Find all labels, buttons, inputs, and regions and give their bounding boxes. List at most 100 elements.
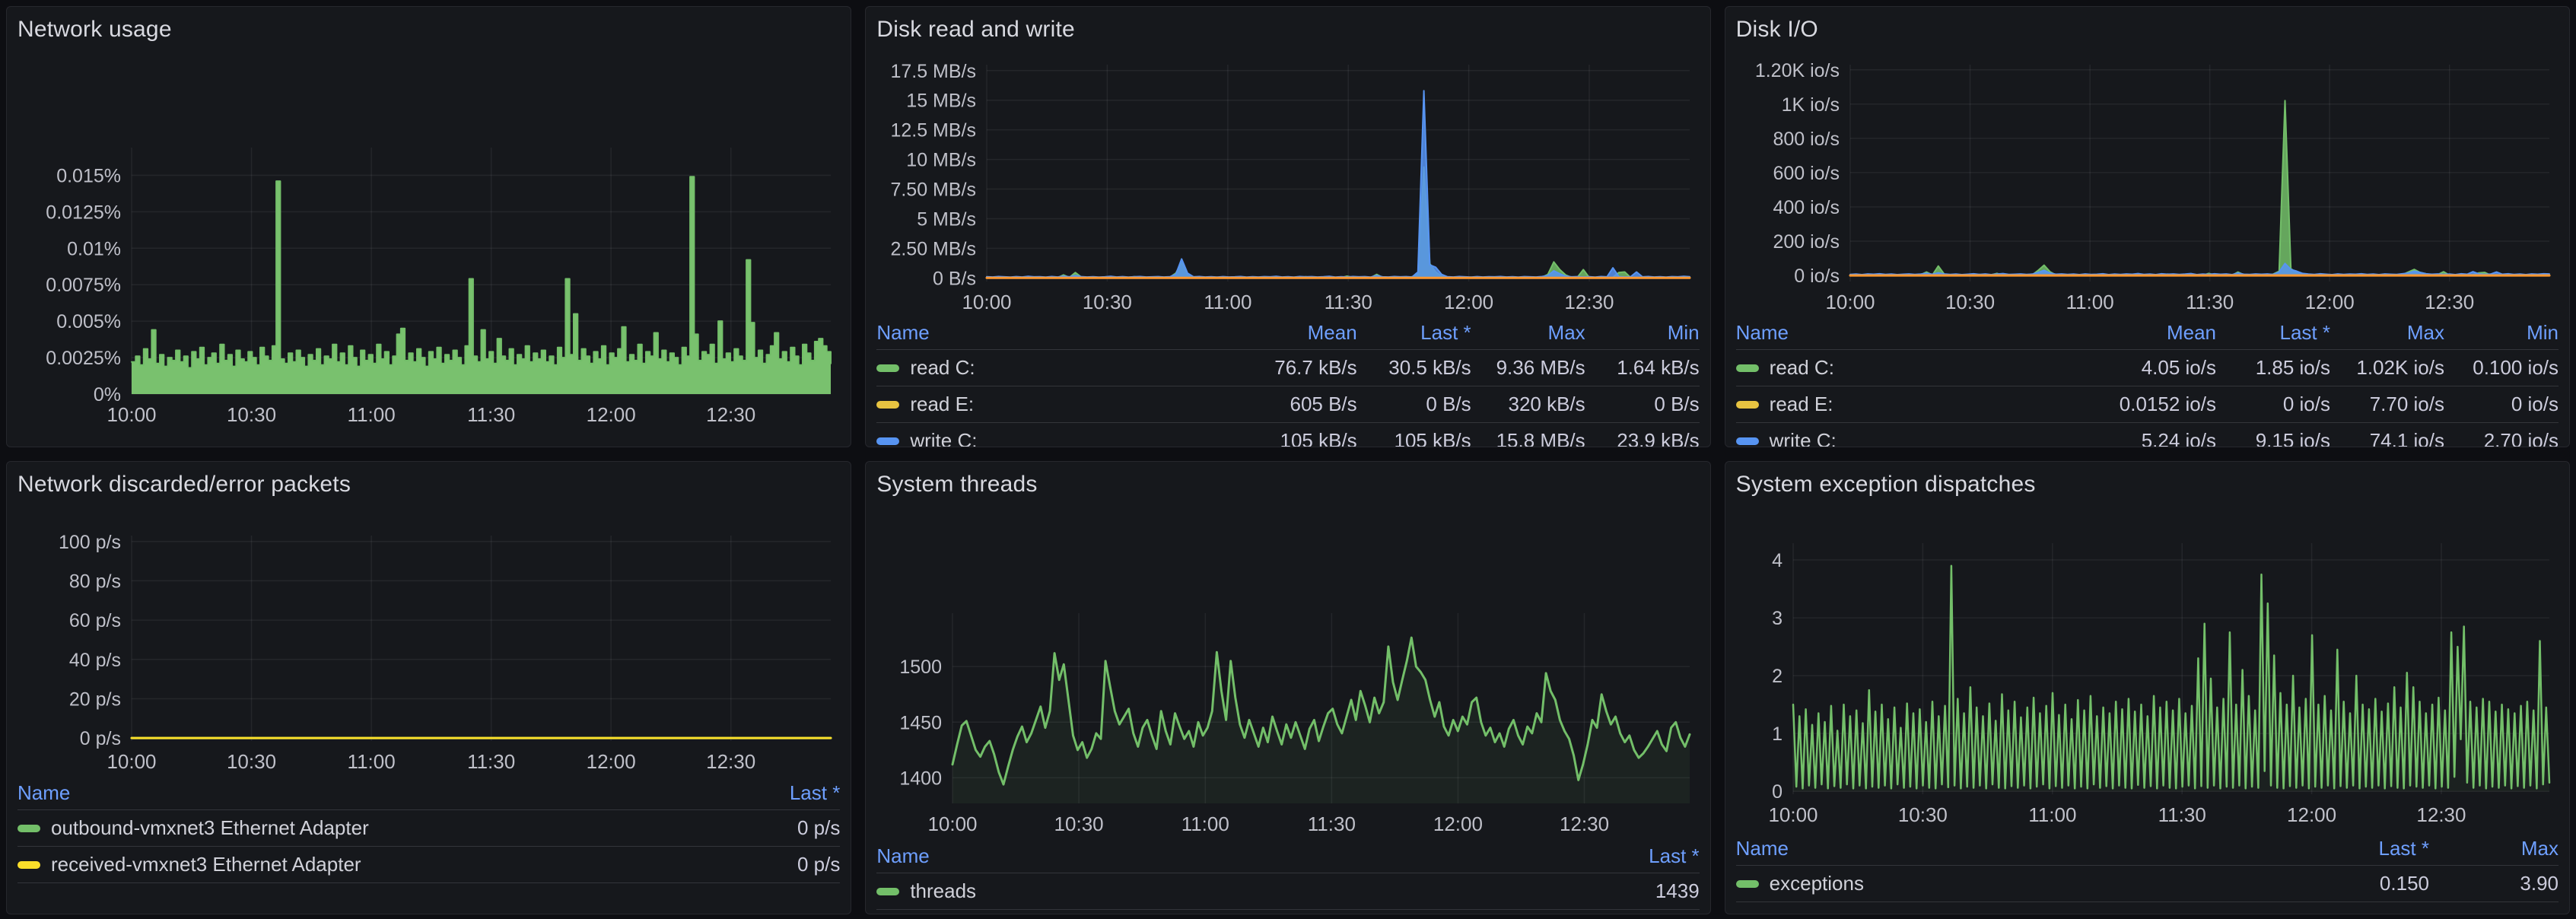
x-axis-tick-label: 12:30 — [706, 750, 755, 773]
series-line — [1849, 100, 2550, 276]
series-line — [986, 90, 1691, 278]
legend-header-row: Name Mean Last * Max Min — [1735, 316, 2559, 350]
x-axis-tick-label: 10:30 — [227, 403, 276, 426]
x-axis-tick-label: 12:00 — [1433, 812, 1483, 835]
legend-column-last[interactable]: Last * — [789, 781, 841, 804]
legend-header-row: Name Last * — [876, 840, 1700, 873]
legend-column-max[interactable]: Max — [2520, 837, 2559, 860]
y-axis-tick-label: 10 MB/s — [907, 150, 977, 171]
x-axis-tick-label: 10:00 — [928, 812, 978, 835]
y-axis-tick-label: 0% — [94, 384, 121, 405]
x-axis-tick-label: 12:00 — [587, 750, 636, 773]
series-fill — [952, 638, 1690, 803]
panel-system-exception-dispatches: System exception dispatches 0 1 2 3 4 10:00 10… — [1724, 461, 2570, 914]
x-axis-tick-label: 11:00 — [2066, 291, 2113, 313]
legend-header-row: Name Last * — [17, 777, 841, 810]
y-axis-tick-label: 0 io/s — [1794, 266, 1840, 287]
x-axis-tick-label: 11:30 — [1308, 812, 1356, 835]
x-axis-tick-label: 12:30 — [706, 403, 755, 426]
y-axis-tick-label: 1K io/s — [1781, 94, 1839, 116]
panel-title-disk-read-and-write[interactable]: Disk read and write — [876, 17, 1075, 42]
chart-system-threads[interactable]: 1400 1450 1500 10:00 10:30 11:00 11:30 12:00 12:… — [876, 501, 1699, 840]
legend-value: 1.02K io/s — [2356, 356, 2444, 379]
y-axis-tick-label: 3 — [1772, 608, 1783, 629]
x-axis-tick-label: 10:00 — [107, 403, 156, 426]
series-name[interactable]: received-vmxnet3 Ethernet Adapter — [17, 853, 718, 876]
legend-column-last[interactable]: Last * — [2378, 837, 2430, 860]
y-axis-tick-label: 600 io/s — [1773, 163, 1840, 184]
legend-column-name[interactable]: Name — [1735, 837, 1789, 860]
x-axis-tick-label: 10:00 — [1825, 291, 1875, 313]
legend-network-discarded-error-packets: Name Last * outbound-vmxnet3 Ethernet Adap… — [17, 777, 841, 883]
legend-value: 1.64 kB/s — [1617, 356, 1700, 379]
legend-value: 0 io/s — [2511, 393, 2559, 415]
legend-value: 0.100 io/s — [2473, 356, 2559, 379]
series-name[interactable]: write C: — [1735, 429, 2102, 447]
legend-series-row: write C: 5.24 io/s 9.15 io/s 74.1 io/s 2.70 … — [1735, 423, 2559, 447]
panel-title-disk-io[interactable]: Disk I/O — [1735, 17, 1818, 42]
y-axis-tick-label: 0.005% — [56, 311, 121, 332]
y-axis-tick-label: 1400 — [900, 768, 943, 789]
series-line — [986, 166, 1691, 278]
series-name[interactable]: read E: — [1735, 393, 2102, 416]
y-axis-tick-label: 800 io/s — [1773, 129, 1840, 150]
x-axis-tick-label: 10:00 — [1768, 803, 1818, 826]
legend-column-last[interactable]: Last * — [1420, 321, 1471, 344]
series-color-swatch — [876, 400, 900, 409]
x-axis-tick-label: 11:30 — [1325, 291, 1372, 313]
legend-column-max[interactable]: Max — [1547, 321, 1585, 344]
series-name[interactable]: exceptions — [1735, 872, 2300, 895]
series-line — [131, 176, 832, 369]
y-axis-tick-label: 0.0125% — [46, 202, 121, 223]
legend-header-row: Name Last * Max — [1735, 832, 2559, 866]
legend-column-mean[interactable]: Mean — [1307, 321, 1357, 344]
chart-network-usage[interactable]: 0% 0.0025% 0.005% 0.0075% 0.01% 0.0125% 0.015%… — [17, 46, 840, 431]
series-name[interactable]: write C: — [876, 429, 1242, 447]
panel-title-network-discarded-error-packets[interactable]: Network discarded/error packets — [17, 472, 351, 497]
series-color-swatch — [17, 824, 40, 832]
series-name[interactable]: read C: — [876, 356, 1242, 380]
panel-network-usage: Network usage 0% 0.0025% 0.005% 0.0075% 0.01… — [6, 6, 852, 447]
legend-series-row: read E: 605 B/s 0 B/s 320 kB/s 0 B/s — [876, 386, 1700, 423]
chart-disk-io[interactable]: 0 io/s 200 io/s 400 io/s 600 io/s 800 io/s 1K… — [1736, 46, 2559, 316]
x-axis-tick-label: 12:00 — [587, 403, 636, 426]
legend-series-row: threads 1439 — [876, 873, 1700, 910]
legend-series-row: read C: 76.7 kB/s 30.5 kB/s 9.36 MB/s 1.64 k… — [876, 350, 1700, 386]
y-axis-tick-label: 1500 — [900, 657, 943, 678]
legend-column-name[interactable]: Name — [17, 781, 71, 804]
panel-title-system-threads[interactable]: System threads — [876, 472, 1038, 497]
panel-title-system-exception-dispatches[interactable]: System exception dispatches — [1735, 472, 2036, 497]
y-axis-tick-label: 12.5 MB/s — [891, 120, 977, 142]
y-axis-tick-label: 0 p/s — [80, 728, 121, 749]
series-name[interactable]: read C: — [1735, 356, 2102, 380]
legend-column-last[interactable]: Last * — [1649, 844, 1700, 867]
chart-disk-read-and-write[interactable]: 0 B/s 2.50 MB/s 5 MB/s 7.50 MB/s 10 MB/s 12.5… — [876, 46, 1699, 316]
legend-value: 320 kB/s — [1508, 393, 1585, 415]
y-axis-tick-label: 15 MB/s — [907, 91, 977, 112]
x-axis-tick-label: 11:00 — [348, 403, 396, 426]
panel-title-network-usage[interactable]: Network usage — [17, 17, 172, 42]
x-axis-tick-label: 10:00 — [962, 291, 1012, 313]
legend-column-min[interactable]: Min — [1667, 321, 1700, 344]
series-name[interactable]: outbound-vmxnet3 Ethernet Adapter — [17, 816, 718, 840]
legend-column-name[interactable]: Name — [1735, 321, 1789, 344]
legend-value: 105 kB/s — [1394, 429, 1471, 447]
legend-value: 3.90 — [2520, 872, 2559, 895]
legend-value: 0 B/s — [1654, 393, 1700, 415]
x-axis-tick-label: 11:30 — [467, 403, 515, 426]
legend-column-name[interactable]: Name — [876, 321, 930, 344]
y-axis-tick-label: 0 B/s — [933, 268, 976, 289]
legend-column-mean[interactable]: Mean — [2166, 321, 2216, 344]
legend-column-max[interactable]: Max — [2406, 321, 2444, 344]
legend-column-min[interactable]: Min — [2527, 321, 2559, 344]
series-line — [1792, 564, 2550, 790]
y-axis-tick-label: 1 — [1772, 723, 1783, 745]
legend-column-last[interactable]: Last * — [2279, 321, 2331, 344]
y-axis-tick-label: 0.01% — [67, 238, 121, 259]
legend-column-name[interactable]: Name — [876, 844, 930, 867]
chart-system-exception-dispatches[interactable]: 0 1 2 3 4 10:00 10:30 11:00 11:30 12:00 12:30 — [1736, 501, 2559, 832]
chart-network-discarded-error-packets[interactable]: 0 p/s 20 p/s 40 p/s 60 p/s 80 p/s 100 p/s 10:0… — [17, 501, 840, 777]
series-name[interactable]: threads — [876, 879, 1577, 903]
series-name[interactable]: read E: — [876, 393, 1242, 416]
